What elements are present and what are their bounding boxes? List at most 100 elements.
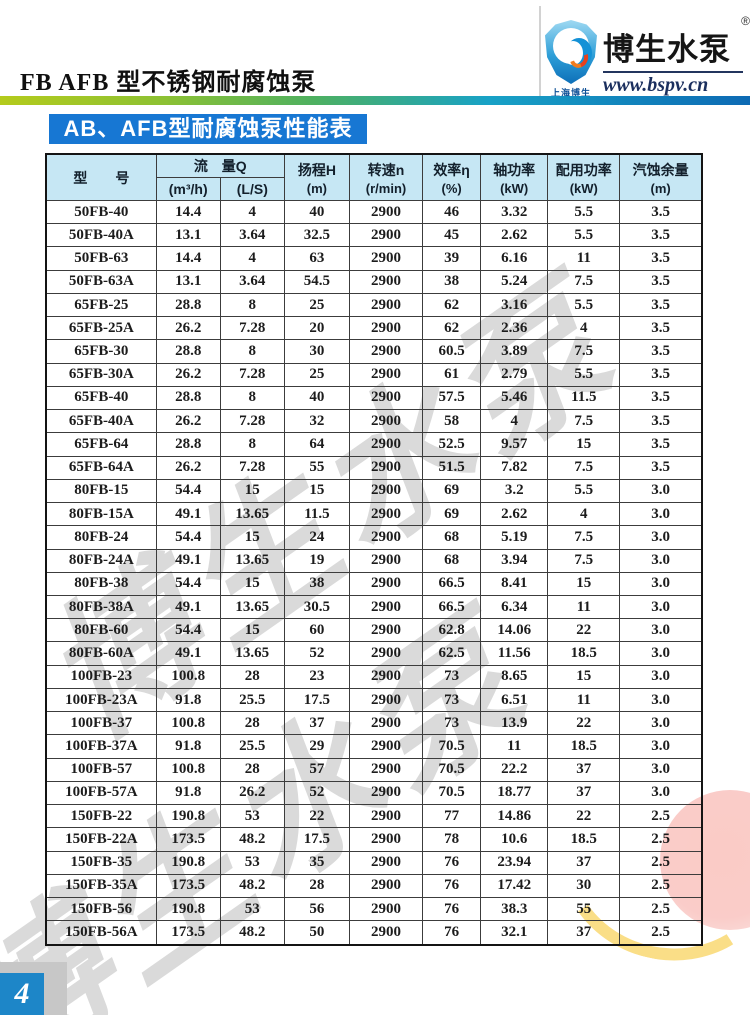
value-cell: 55 (283, 455, 350, 480)
model-cell: 65FB-64 (45, 432, 157, 457)
model-cell: 50FB-40A (45, 223, 157, 248)
model-cell: 150FB-22A (45, 827, 157, 852)
value-cell: 17.5 (283, 827, 350, 852)
value-cell: 28.8 (155, 292, 221, 318)
value-cell: 2.36 (480, 316, 549, 341)
table-row: 80FB-15A 49.1 13.65 11.5 2900 69 2.62 4 3.0 (45, 502, 703, 527)
table-row: 150FB-56 190.8 53 56 2900 76 38.3 55 2.5 (45, 897, 703, 922)
value-cell: 2900 (348, 455, 424, 480)
value-cell: 40 (283, 385, 350, 411)
value-cell: 2900 (348, 246, 424, 271)
value-cell: 3.5 (619, 269, 703, 294)
value-cell: 100.8 (155, 711, 221, 736)
value-cell: 70.5 (422, 757, 482, 782)
value-cell: 2900 (348, 362, 424, 387)
value-cell: 3.0 (619, 711, 703, 736)
table-row: 100FB-37A 91.8 25.5 29 2900 70.5 11 18.5 3.0 (45, 734, 703, 759)
value-cell: 5.5 (547, 199, 621, 225)
value-cell: 2900 (348, 804, 424, 829)
value-cell: 37 (547, 850, 621, 875)
value-cell: 2.5 (619, 897, 703, 922)
value-cell: 13.65 (219, 548, 285, 573)
col-header-model: 型 号 (45, 153, 157, 201)
value-cell: 18.77 (480, 780, 549, 806)
value-cell: 15 (219, 478, 285, 504)
value-cell: 76 (422, 873, 482, 899)
page-number: 4 (14, 977, 30, 1010)
value-cell: 52 (283, 780, 350, 806)
model-cell: 65FB-25 (45, 292, 157, 318)
value-cell: 25 (283, 362, 350, 387)
value-cell: 3.5 (619, 292, 703, 318)
table-row: 50FB-63 14.4 4 63 2900 39 6.16 11 3.5 (45, 246, 703, 271)
model-cell: 150FB-56 (45, 897, 157, 922)
model-cell: 100FB-23 (45, 664, 157, 689)
logo-subbrand-text: 上海博生 (550, 88, 591, 98)
value-cell: 3.0 (619, 571, 703, 596)
value-cell: 53 (219, 804, 285, 829)
value-cell: 5.24 (480, 269, 549, 294)
value-cell: 54.4 (155, 525, 221, 550)
value-cell: 15 (547, 664, 621, 689)
value-cell: 3.5 (619, 409, 703, 434)
value-cell: 5.5 (547, 362, 621, 387)
value-cell: 2900 (348, 641, 424, 666)
value-cell: 2.62 (480, 223, 549, 248)
value-cell: 25.5 (219, 687, 285, 713)
value-cell: 15 (283, 478, 350, 504)
model-cell: 100FB-37A (45, 734, 157, 759)
value-cell: 7.28 (219, 409, 285, 434)
value-cell: 23 (283, 664, 350, 689)
value-cell: 66.5 (422, 571, 482, 596)
model-cell: 65FB-40A (45, 409, 157, 434)
model-cell: 100FB-57 (45, 757, 157, 782)
model-cell: 150FB-35 (45, 850, 157, 875)
model-cell: 50FB-63 (45, 246, 157, 271)
value-cell: 7.82 (480, 455, 549, 480)
value-cell: 3.5 (619, 432, 703, 457)
value-cell: 3.0 (619, 502, 703, 527)
brand-name: 博生水泵 ® (603, 14, 750, 67)
model-cell: 50FB-40 (45, 199, 157, 225)
table-row: 65FB-30 28.8 8 30 2900 60.5 3.89 7.5 3.5 (45, 339, 703, 364)
value-cell: 4 (547, 502, 621, 527)
value-cell: 100.8 (155, 757, 221, 782)
value-cell: 3.0 (619, 548, 703, 573)
model-cell: 65FB-40 (45, 385, 157, 411)
col-header-flow: 流 量Q (155, 153, 285, 178)
value-cell: 2900 (348, 618, 424, 643)
table-row: 80FB-24 54.4 15 24 2900 68 5.19 7.5 3.0 (45, 525, 703, 550)
value-cell: 3.5 (619, 339, 703, 364)
value-cell: 26.2 (219, 780, 285, 806)
value-cell: 7.5 (547, 339, 621, 364)
company-logo: 上海博生 博生水泵 ® www.bspv.cn (545, 14, 750, 98)
value-cell: 2900 (348, 199, 424, 225)
value-cell: 8 (219, 432, 285, 457)
value-cell: 2900 (348, 920, 424, 946)
value-cell: 100.8 (155, 664, 221, 689)
value-cell: 6.51 (480, 687, 549, 713)
value-cell: 66.5 (422, 594, 482, 620)
value-cell: 78 (422, 827, 482, 852)
value-cell: 3.5 (619, 455, 703, 480)
model-cell: 80FB-24 (45, 525, 157, 550)
value-cell: 18.5 (547, 734, 621, 759)
value-cell: 54.4 (155, 478, 221, 504)
value-cell: 28 (219, 664, 285, 689)
value-cell: 6.16 (480, 246, 549, 271)
value-cell: 57.5 (422, 385, 482, 411)
value-cell: 22 (547, 618, 621, 643)
value-cell: 17.5 (283, 687, 350, 713)
value-cell: 7.28 (219, 362, 285, 387)
value-cell: 2900 (348, 502, 424, 527)
table-row: 80FB-38 54.4 15 38 2900 66.5 8.41 15 3.0 (45, 571, 703, 596)
table-row: 50FB-63A 13.1 3.64 54.5 2900 38 5.24 7.5 3.5 (45, 269, 703, 294)
header-gradient-bar (0, 96, 750, 105)
value-cell: 3.0 (619, 594, 703, 620)
table-row: 100FB-37 100.8 28 37 2900 73 13.9 22 3.0 (45, 711, 703, 736)
value-cell: 73 (422, 687, 482, 713)
header-divider (539, 6, 541, 96)
table-row: 65FB-40A 26.2 7.28 32 2900 58 4 7.5 3.5 (45, 409, 703, 434)
value-cell: 91.8 (155, 734, 221, 759)
value-cell: 52.5 (422, 432, 482, 457)
